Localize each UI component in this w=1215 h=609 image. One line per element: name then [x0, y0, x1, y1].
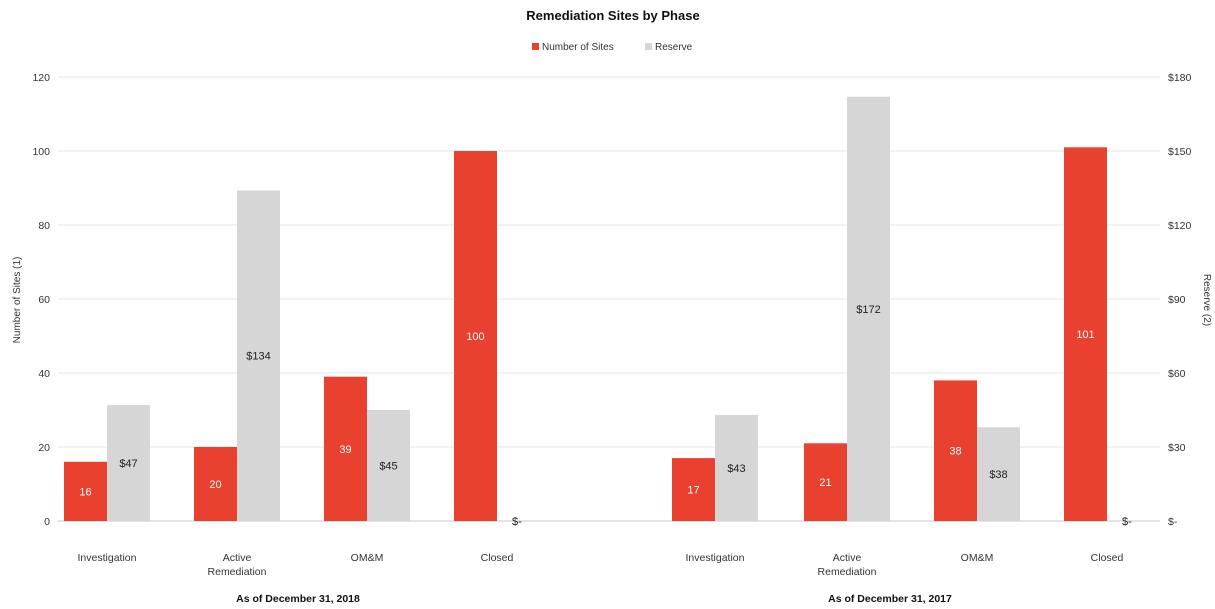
- right-tick-label: $150: [1168, 146, 1192, 158]
- bar-sites: [804, 443, 847, 521]
- data-label-sites: 100: [466, 331, 484, 343]
- left-tick-label: 60: [38, 294, 50, 306]
- left-tick-label: 20: [38, 442, 50, 454]
- data-label-sites: 20: [209, 479, 221, 491]
- data-labels: 16 $47 20 $134 39 $45 100 $- 17 $43 21 $172 38 $38 101…: [79, 304, 1132, 528]
- left-tick-label: 120: [32, 72, 50, 84]
- category-label: Remediation: [208, 566, 267, 578]
- category-label: Active: [223, 552, 252, 564]
- bar-sites: [934, 380, 977, 521]
- group-label: As of December 31, 2017: [828, 593, 952, 605]
- data-label-sites: 39: [339, 444, 351, 456]
- left-tick-label: 100: [32, 146, 50, 158]
- bar-reserve: [977, 427, 1020, 521]
- right-tick-label: $180: [1168, 72, 1192, 84]
- right-tick-label: $30: [1168, 442, 1186, 454]
- data-label-reserve: $47: [119, 458, 137, 470]
- bar-reserve: [715, 414, 758, 521]
- bar-sites: [672, 458, 715, 521]
- legend-swatch-sites: [532, 43, 539, 50]
- legend-label-sites: Number of Sites: [542, 42, 614, 53]
- data-label-sites: 17: [687, 485, 699, 497]
- bar-sites: [324, 376, 367, 521]
- data-label-sites: 21: [819, 477, 831, 489]
- data-label-sites: 38: [949, 446, 961, 458]
- left-tick-label: 80: [38, 220, 50, 232]
- category-labels: Investigation Active Remediation OM&M Closed…: [78, 552, 1124, 578]
- bar-sites: [1064, 147, 1107, 522]
- right-tick-label: $-: [1168, 516, 1178, 528]
- data-label-sites: 101: [1076, 329, 1094, 341]
- bar-sites: [64, 461, 107, 521]
- right-axis-ticks: $- $30 $60 $90 $120 $150 $180: [1168, 72, 1192, 528]
- data-label-reserve: $45: [379, 461, 397, 473]
- category-label: OM&M: [351, 552, 384, 564]
- bar-reserve: [237, 190, 280, 521]
- bar-sites: [454, 151, 497, 521]
- category-label: OM&M: [961, 552, 994, 564]
- data-label-reserve: $172: [856, 304, 880, 316]
- category-label: Closed: [1091, 552, 1124, 564]
- bar-reserve: [367, 410, 410, 521]
- data-label-reserve: $43: [727, 463, 745, 475]
- category-label: Investigation: [686, 552, 745, 564]
- chart-title: Remediation Sites by Phase: [526, 8, 699, 23]
- data-label-reserve: $-: [1122, 516, 1132, 528]
- category-label: Active: [833, 552, 862, 564]
- left-tick-label: 0: [44, 516, 50, 528]
- bar-reserve: [847, 96, 890, 521]
- right-tick-label: $60: [1168, 368, 1186, 380]
- bar-reserve: [107, 405, 150, 521]
- legend-swatch-reserve: [645, 43, 652, 50]
- legend-label-reserve: Reserve: [655, 42, 693, 53]
- right-tick-label: $90: [1168, 294, 1186, 306]
- left-axis-ticks: 0 20 40 60 80 100 120: [32, 72, 50, 528]
- group-label: As of December 31, 2018: [236, 593, 360, 605]
- bar-sites: [194, 447, 237, 521]
- category-label: Closed: [481, 552, 514, 564]
- group-labels: As of December 31, 2018 As of December 31…: [236, 593, 952, 605]
- bar-series: [64, 96, 1107, 522]
- category-label: Investigation: [78, 552, 137, 564]
- data-label-reserve: $38: [989, 469, 1007, 481]
- legend: Number of Sites Reserve: [532, 42, 693, 53]
- right-axis-title: Reserve (2): [1201, 274, 1212, 326]
- data-label-reserve: $134: [246, 351, 270, 363]
- left-axis-title: Number of Sites (1): [12, 257, 23, 344]
- data-label-reserve: $-: [512, 516, 522, 528]
- category-label: Remediation: [818, 566, 877, 578]
- data-label-sites: 16: [79, 486, 91, 498]
- left-tick-label: 40: [38, 368, 50, 380]
- right-tick-label: $120: [1168, 220, 1192, 232]
